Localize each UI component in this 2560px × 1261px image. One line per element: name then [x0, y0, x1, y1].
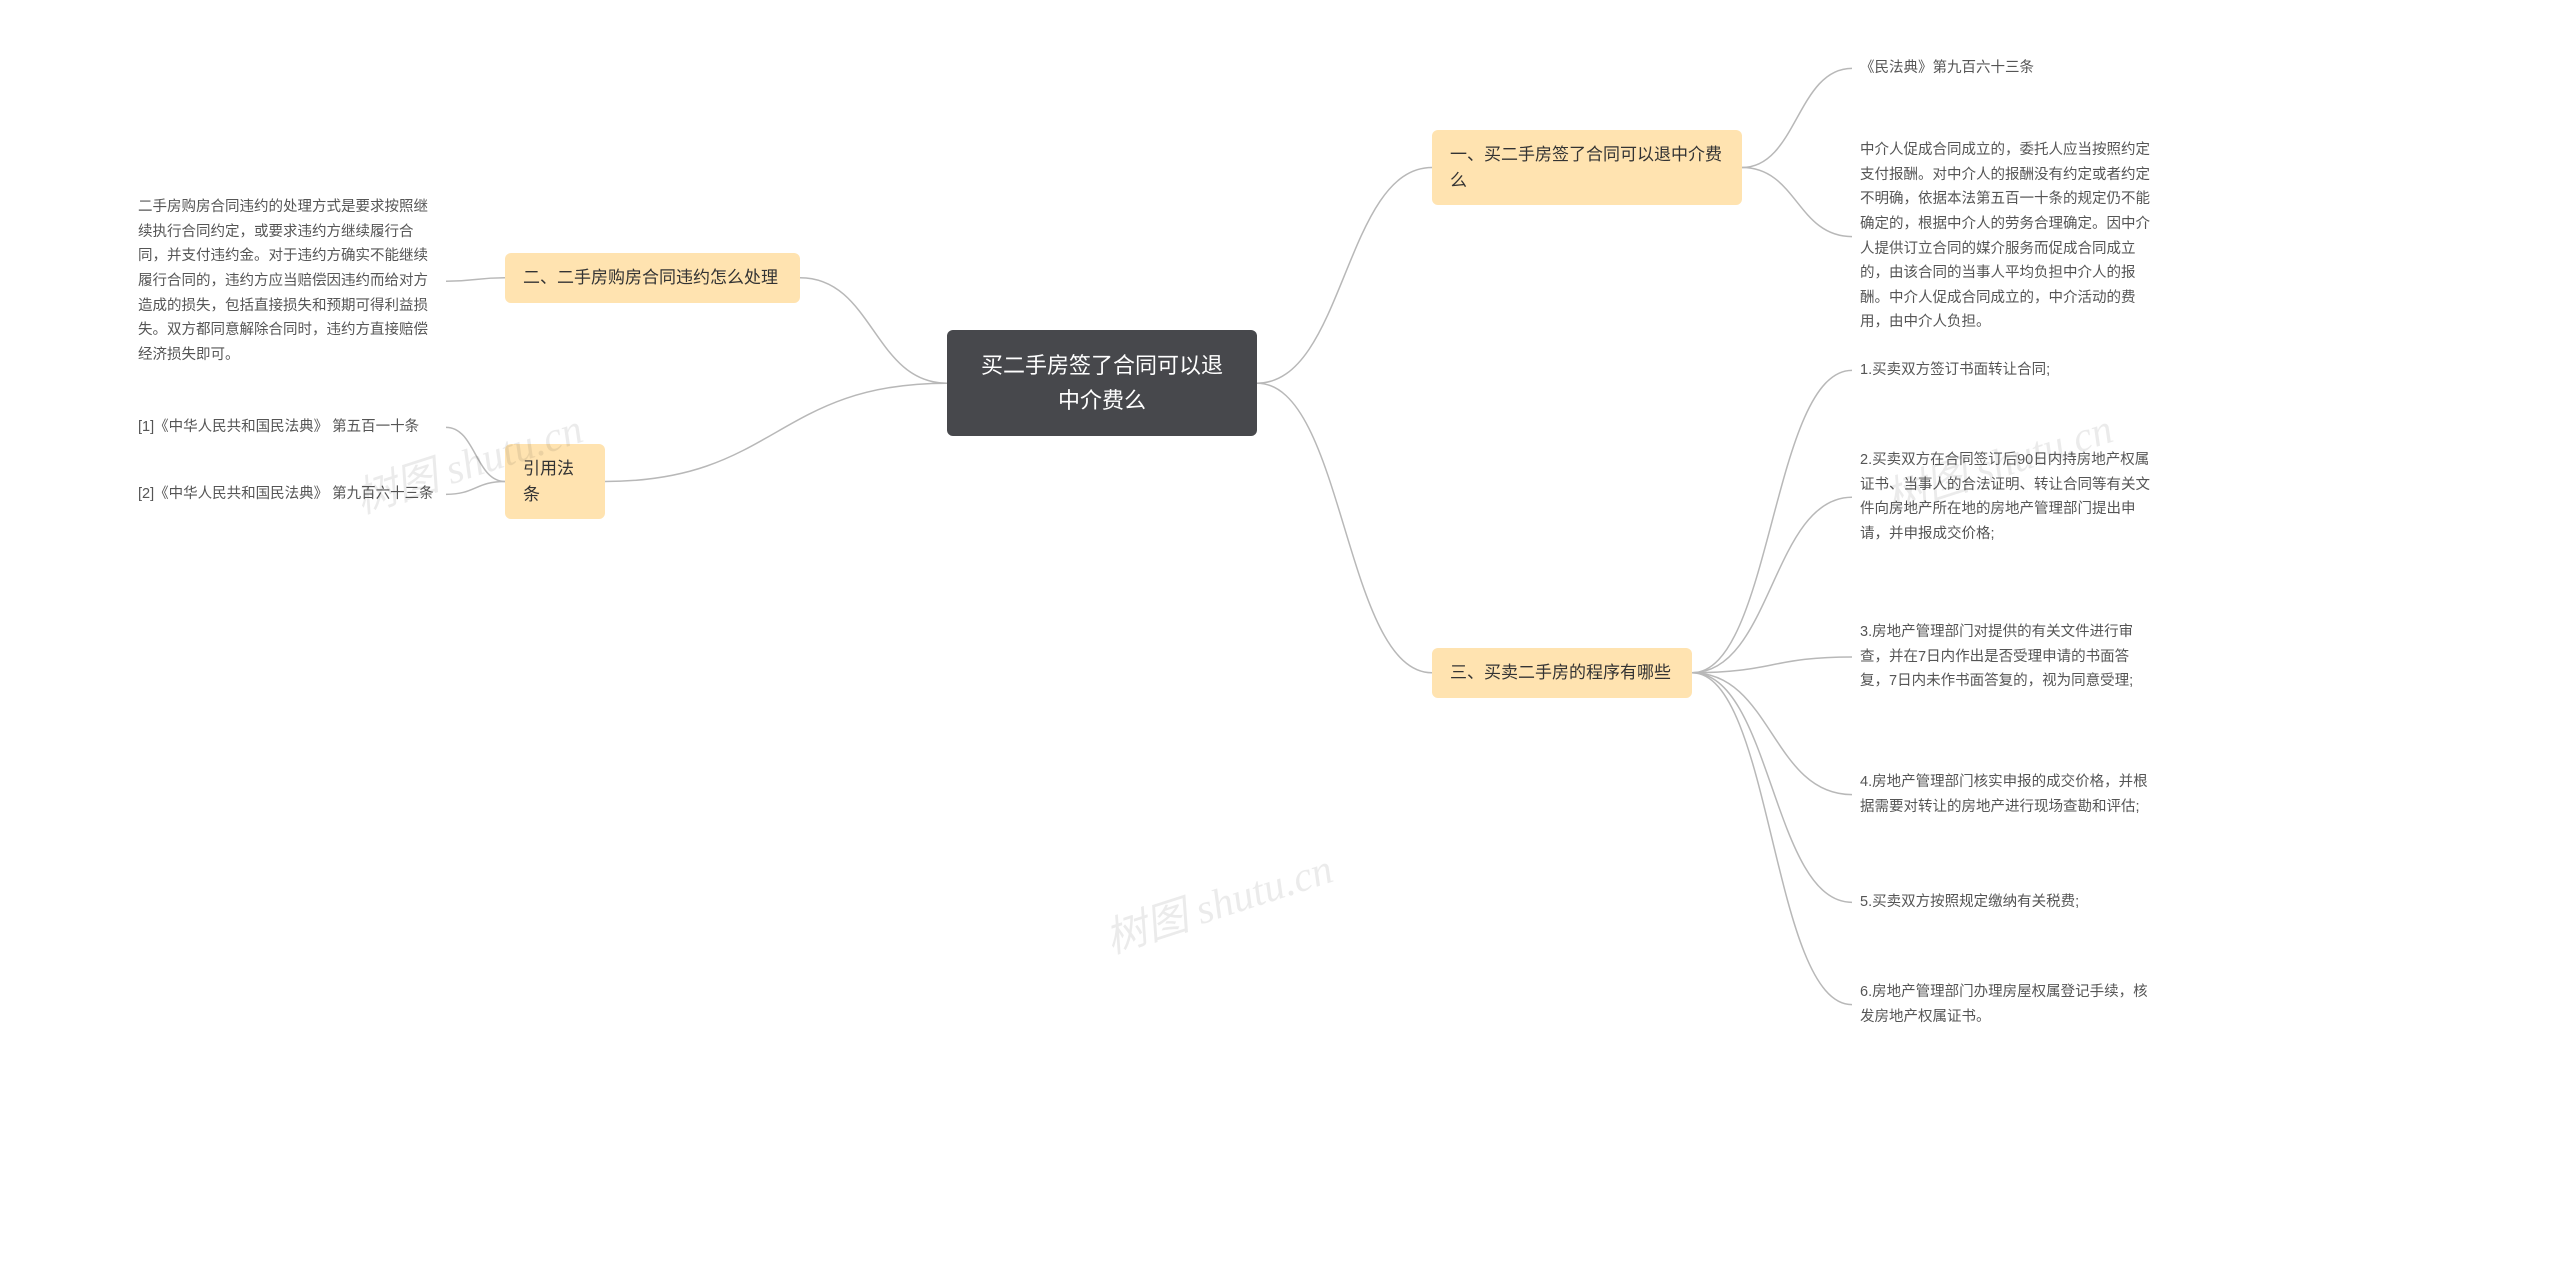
leaf-r3-2: 3.房地产管理部门对提供的有关文件进行审查，并在7日内作出是否受理申请的书面答复… — [1860, 620, 2150, 694]
leaf-l2-0: 二手房购房合同违约的处理方式是要求按照继续执行合同约定，或要求违约方继续履行合同… — [138, 195, 438, 367]
leaf-r3-0: 1.买卖双方签订书面转让合同; — [1860, 358, 2150, 383]
leaf-r3-3: 4.房地产管理部门核实申报的成交价格，并根据需要对转让的房地产进行现场查勘和评估… — [1860, 770, 2150, 819]
leaf-r1-0: 《民法典》第九百六十三条 — [1860, 56, 2150, 81]
leaf-lref-1: [2]《中华人民共和国民法典》 第九百六十三条 — [138, 482, 438, 507]
watermark: 树图 shutu.cn — [1096, 835, 1339, 966]
root-node: 买二手房签了合同可以退 中介费么 — [947, 330, 1257, 436]
leaf-r3-4: 5.买卖双方按照规定缴纳有关税费; — [1860, 890, 2150, 915]
branch-r3: 三、买卖二手房的程序有哪些 — [1432, 648, 1692, 698]
connector-layer — [0, 0, 2560, 1261]
leaf-r3-1: 2.买卖双方在合同签订后90日内持房地产权属证书、当事人的合法证明、转让合同等有… — [1860, 448, 2150, 547]
leaf-r3-5: 6.房地产管理部门办理房屋权属登记手续，核发房地产权属证书。 — [1860, 980, 2150, 1029]
leaf-r1-1: 中介人促成合同成立的，委托人应当按照约定支付报酬。对中介人的报酬没有约定或者约定… — [1860, 138, 2150, 335]
leaf-lref-0: [1]《中华人民共和国民法典》 第五百一十条 — [138, 415, 438, 440]
branch-r1: 一、买二手房签了合同可以退中介费么 — [1432, 130, 1742, 205]
branch-lref: 引用法条 — [505, 444, 605, 519]
branch-l2: 二、二手房购房合同违约怎么处理 — [505, 253, 800, 303]
